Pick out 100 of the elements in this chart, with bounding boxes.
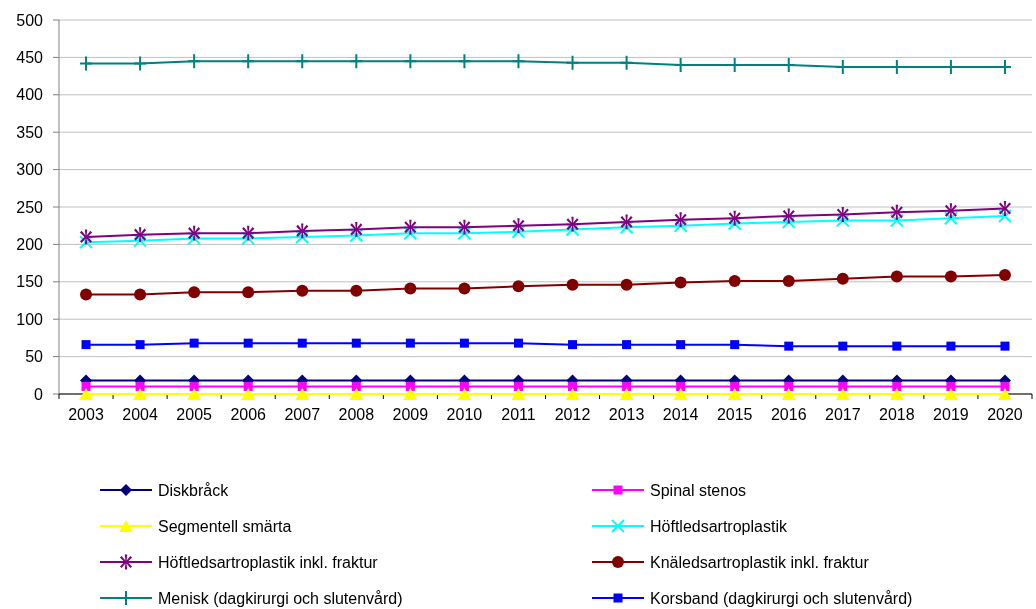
point <box>295 229 310 244</box>
point <box>187 388 202 400</box>
point <box>674 212 687 228</box>
point <box>565 222 580 237</box>
x-tick-label: 2009 <box>392 406 429 423</box>
point <box>619 54 634 71</box>
y-tick-label: 250 <box>16 198 44 216</box>
y-tick-label: 150 <box>16 273 44 291</box>
point <box>135 382 145 392</box>
legend-label: Höftledsartroplastik <box>650 517 788 535</box>
point <box>80 288 93 301</box>
point <box>838 382 848 392</box>
point <box>676 382 686 392</box>
point <box>457 388 472 400</box>
y-tick-label: 350 <box>16 123 44 141</box>
y-tick-label: 450 <box>16 49 44 66</box>
point <box>728 210 741 226</box>
point <box>836 207 849 222</box>
x-tick-label: 2012 <box>554 406 591 423</box>
point <box>565 388 580 400</box>
point <box>622 382 632 392</box>
point <box>297 338 307 348</box>
point <box>619 220 634 235</box>
point <box>79 55 94 72</box>
point <box>457 53 472 70</box>
point <box>676 340 686 350</box>
y-tick-label: 300 <box>16 161 44 179</box>
x-tick-label: 2007 <box>284 406 321 423</box>
x-tick-label: 2015 <box>716 406 753 423</box>
point <box>242 286 255 299</box>
x-tick-label: 2004 <box>122 406 158 423</box>
x-tick-label: 2020 <box>987 406 1023 423</box>
point <box>728 275 741 288</box>
point <box>243 338 253 348</box>
point <box>349 388 364 400</box>
point <box>513 382 523 392</box>
point <box>781 388 796 400</box>
point <box>459 338 469 348</box>
point <box>890 204 903 220</box>
point <box>457 226 472 241</box>
point <box>81 340 91 350</box>
point <box>835 388 850 400</box>
point <box>892 382 902 392</box>
point <box>620 278 633 291</box>
point <box>511 53 526 70</box>
point <box>1000 341 1010 351</box>
point <box>620 214 633 230</box>
point <box>81 382 91 392</box>
point <box>890 270 903 283</box>
x-tick-label: 2011 <box>501 406 536 423</box>
point <box>188 286 201 299</box>
point <box>513 338 523 348</box>
point <box>405 338 415 348</box>
point <box>784 382 794 392</box>
point <box>133 388 148 400</box>
point <box>622 340 632 350</box>
point <box>782 275 795 288</box>
y-tick-label: 50 <box>25 348 44 366</box>
point <box>997 388 1012 400</box>
point <box>944 203 957 219</box>
point <box>403 53 418 70</box>
point <box>296 284 309 297</box>
legend-label: Spinal stenos <box>650 481 747 499</box>
legend-label: Höftledsartroplastik inkl. fraktur <box>158 553 379 571</box>
point <box>241 231 256 246</box>
point <box>566 216 579 232</box>
point <box>351 338 361 348</box>
point <box>889 213 904 228</box>
x-tick-label: 2017 <box>825 406 861 423</box>
point <box>79 235 94 250</box>
point <box>458 282 471 295</box>
x-tick-label: 2008 <box>338 406 375 423</box>
x-tick-label: 2010 <box>446 406 483 423</box>
x-tick-label: 2014 <box>662 406 699 423</box>
point <box>512 280 525 293</box>
point <box>727 216 742 231</box>
point <box>943 211 958 226</box>
point <box>838 341 848 351</box>
point <box>1000 382 1010 392</box>
x-tick-label: 2019 <box>933 406 969 423</box>
x-tick-label: 2018 <box>879 406 915 423</box>
point <box>296 223 309 239</box>
y-tick-label: 400 <box>16 86 44 104</box>
point <box>566 278 579 291</box>
point <box>997 208 1012 223</box>
legend-label: Korsband (dagkirurgi och slutenvård) <box>650 589 913 607</box>
point <box>405 382 415 392</box>
point <box>892 341 902 351</box>
point <box>727 388 742 400</box>
point <box>619 388 634 400</box>
point <box>835 213 850 228</box>
point <box>730 382 740 392</box>
y-tick-label: 100 <box>16 310 44 328</box>
point <box>946 341 956 351</box>
point <box>674 276 687 289</box>
point <box>673 218 688 233</box>
point <box>133 55 148 72</box>
point <box>511 224 526 239</box>
point <box>135 340 145 350</box>
legend-label: Knäledsartroplastik inkl. fraktur <box>650 553 870 571</box>
